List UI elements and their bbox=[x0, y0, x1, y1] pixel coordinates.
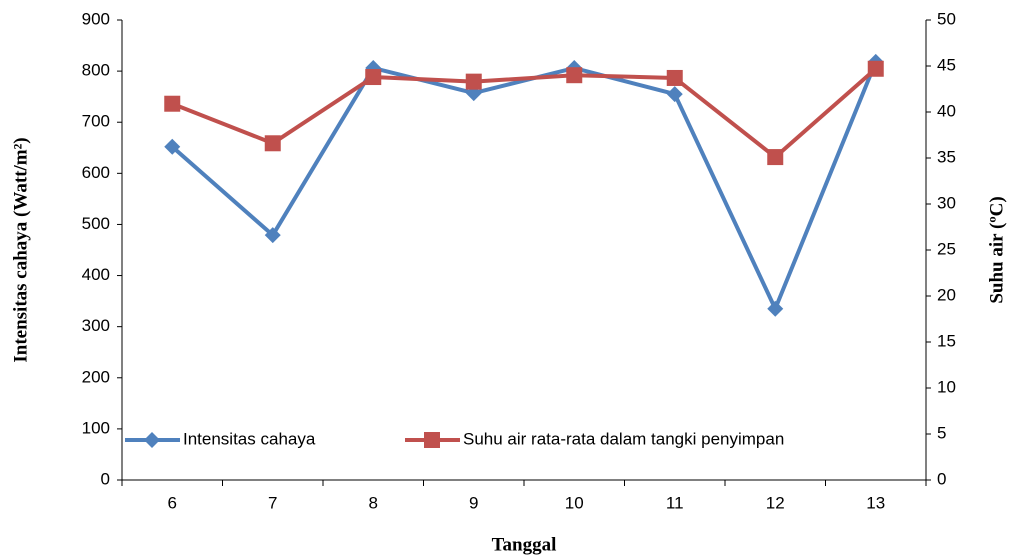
y2-tick-label: 30 bbox=[937, 193, 956, 212]
y-tick-label: 300 bbox=[82, 316, 110, 335]
marker bbox=[264, 135, 281, 152]
marker bbox=[767, 149, 784, 166]
legend-marker bbox=[424, 432, 440, 448]
y-tick-label: 900 bbox=[82, 9, 110, 28]
y-tick-label: 700 bbox=[82, 112, 110, 131]
marker bbox=[164, 95, 181, 112]
y2-tick-label: 0 bbox=[937, 469, 946, 488]
y2-tick-label: 40 bbox=[937, 101, 956, 120]
marker bbox=[365, 69, 382, 86]
y-axis-title: Intensitas cahaya (Watt/m²) bbox=[10, 137, 31, 362]
y2-tick-label: 50 bbox=[937, 9, 956, 28]
marker bbox=[867, 60, 884, 77]
y-tick-label: 800 bbox=[82, 61, 110, 80]
marker bbox=[666, 86, 683, 103]
y2-tick-label: 15 bbox=[937, 331, 956, 350]
y2-tick-label: 45 bbox=[937, 55, 956, 74]
x-tick-label: 12 bbox=[766, 493, 785, 512]
y2-tick-label: 20 bbox=[937, 285, 956, 304]
y-tick-label: 600 bbox=[82, 163, 110, 182]
y2-tick-label: 10 bbox=[937, 377, 956, 396]
marker bbox=[566, 67, 583, 84]
y2-tick-label: 35 bbox=[937, 147, 956, 166]
x-tick-label: 6 bbox=[168, 493, 177, 512]
y-tick-label: 0 bbox=[101, 469, 110, 488]
y-tick-label: 100 bbox=[82, 418, 110, 437]
x-tick-label: 10 bbox=[565, 493, 584, 512]
y-tick-label: 500 bbox=[82, 214, 110, 233]
marker bbox=[666, 69, 683, 86]
x-axis-title: Tanggal bbox=[492, 534, 557, 555]
y2-tick-label: 5 bbox=[937, 423, 946, 442]
x-tick-label: 13 bbox=[866, 493, 885, 512]
legend-marker bbox=[144, 432, 160, 448]
legend-label: Suhu air rata-rata dalam tangki penyimpa… bbox=[463, 429, 784, 448]
marker bbox=[164, 138, 181, 155]
x-tick-label: 8 bbox=[369, 493, 378, 512]
y2-tick-label: 25 bbox=[937, 239, 956, 258]
x-tick-label: 7 bbox=[268, 493, 277, 512]
x-tick-label: 9 bbox=[469, 493, 478, 512]
legend-label: Intensitas cahaya bbox=[183, 429, 316, 448]
series-line bbox=[171, 67, 878, 160]
y-tick-label: 200 bbox=[82, 367, 110, 386]
y-tick-label: 400 bbox=[82, 265, 110, 284]
y2-axis-title: Suhu air (ºC) bbox=[986, 196, 1007, 303]
x-tick-label: 11 bbox=[666, 493, 684, 512]
marker bbox=[264, 227, 281, 244]
marker bbox=[767, 300, 784, 317]
series-line bbox=[170, 61, 878, 311]
marker bbox=[465, 73, 482, 90]
